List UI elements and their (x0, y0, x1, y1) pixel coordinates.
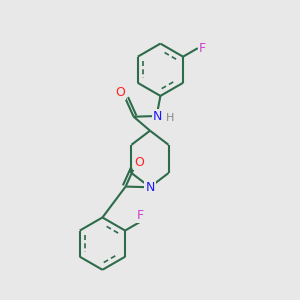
Text: N: N (153, 110, 162, 123)
Text: O: O (134, 156, 144, 169)
Text: F: F (136, 209, 143, 222)
Text: H: H (166, 113, 174, 124)
Text: N: N (145, 181, 155, 194)
Text: O: O (115, 86, 125, 99)
Text: F: F (199, 42, 206, 55)
